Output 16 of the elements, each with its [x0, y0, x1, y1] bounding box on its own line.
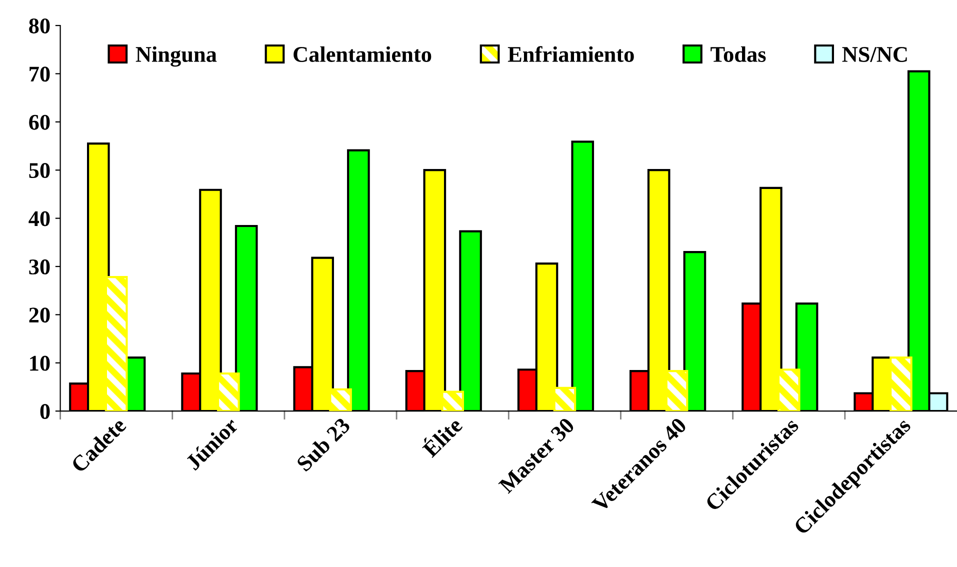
y-tick-label: 0: [40, 404, 50, 420]
legend-label: Calentamiento: [294, 46, 432, 62]
legend-label: NS/NC: [842, 47, 907, 62]
y-tick-label: 80: [29, 18, 50, 34]
legend-label: Todas: [710, 46, 766, 62]
y-tick-label: 10: [30, 356, 50, 371]
y-tick-label: 30: [29, 259, 50, 274]
x-tick-label: Sub 23: [295, 416, 352, 472]
y-tick-label: 60: [29, 114, 50, 130]
legend-label: Ninguna: [136, 46, 217, 67]
y-tick-label: 40: [28, 211, 50, 226]
legend-label: Enfriamiento: [508, 46, 634, 62]
y-tick-label: 50: [29, 163, 50, 178]
y-tick-label: 70: [30, 66, 50, 82]
x-tick-label: Élite: [418, 414, 464, 458]
y-tick-label: 20: [29, 308, 50, 323]
